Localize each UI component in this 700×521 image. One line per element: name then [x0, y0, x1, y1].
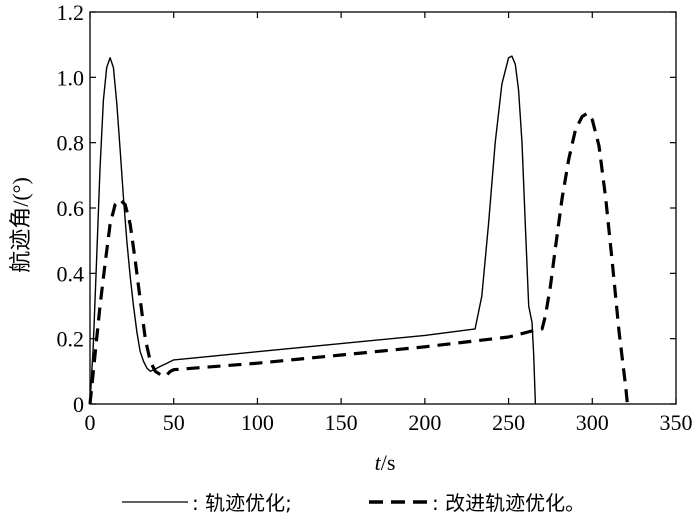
y-tick-label: 0.8	[57, 131, 85, 156]
series-trajectory-line	[89, 55, 537, 405]
y-tick-label: 1.2	[57, 0, 85, 25]
plot-frame	[89, 11, 677, 405]
x-tick-label: 100	[241, 410, 274, 435]
axis-ticks	[89, 11, 677, 405]
legend-label-dashed: : 改进轨迹优化。	[432, 491, 585, 515]
y-tick-label: 0	[73, 392, 84, 417]
legend-label-solid: : 轨迹优化;	[192, 491, 292, 515]
x-tick-label: 300	[576, 410, 609, 435]
y-tick-label: 0.4	[57, 261, 85, 286]
y-axis-label: 航迹角/(°)	[8, 177, 33, 273]
x-tick-label: 50	[163, 410, 185, 435]
plot-lines	[88, 55, 629, 405]
y-tick-label: 0.6	[57, 196, 85, 221]
tick-labels: 0 50 100 150 200 250 300 350 0 0.2 0.4 0.6 0.8 1.0 1.2	[57, 0, 693, 435]
x-tick-label: 350	[660, 410, 693, 435]
y-tick-label: 0.2	[57, 327, 85, 352]
legend: : 轨迹优化; : 改进轨迹优化。	[122, 491, 585, 515]
x-tick-label: 0	[85, 410, 96, 435]
x-tick-label: 200	[408, 410, 441, 435]
series-improved-trajectory-line	[88, 111, 629, 405]
x-tick-label: 250	[492, 410, 525, 435]
y-tick-label: 1.0	[57, 65, 85, 90]
x-axis-label: t/s	[375, 450, 396, 475]
x-tick-label: 150	[325, 410, 358, 435]
